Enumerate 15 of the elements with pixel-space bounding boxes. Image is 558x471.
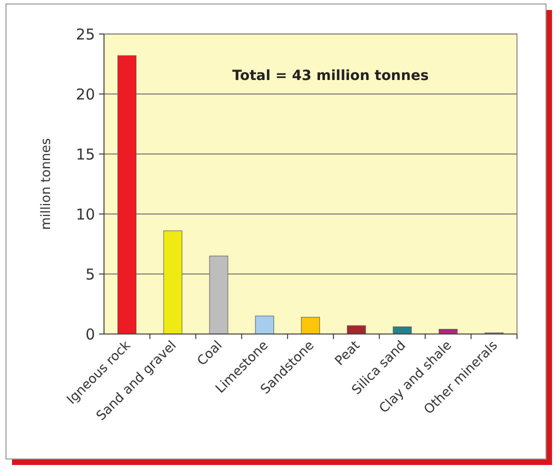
y-axis-title: million tonnes: [39, 138, 54, 230]
y-tick-label: 5: [85, 265, 95, 284]
y-tick-label: 20: [76, 85, 95, 104]
bar: [301, 316, 320, 334]
bar: [255, 316, 274, 334]
y-tick-label: 15: [76, 145, 95, 164]
bar: [163, 230, 182, 334]
y-tick-label: 10: [76, 205, 95, 224]
bar: [118, 55, 136, 334]
bar: [392, 326, 412, 334]
annotation: Total = 43 million tonnes: [232, 68, 429, 84]
bar: [209, 256, 228, 334]
y-tick-label: 0: [85, 325, 95, 344]
bar: [346, 325, 366, 334]
y-tick-label: 25: [76, 25, 95, 44]
